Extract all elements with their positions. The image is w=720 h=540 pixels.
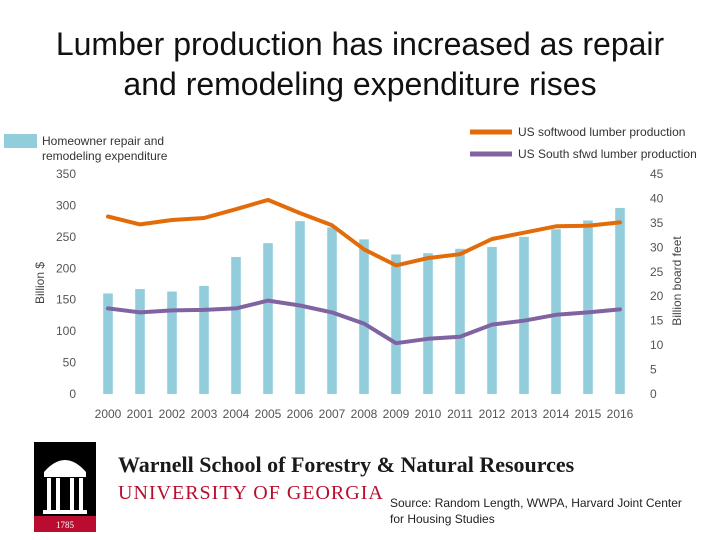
- left-tick-label: 250: [56, 230, 76, 244]
- bar-2003: [199, 285, 209, 394]
- legend-label-softwood: US softwood lumber production: [518, 125, 685, 139]
- bar-2000: [103, 293, 113, 394]
- bar-2005: [263, 243, 273, 394]
- bar-2001: [135, 289, 145, 394]
- left-tick-label: 0: [69, 387, 76, 401]
- x-tick-label: 2002: [159, 407, 186, 421]
- bar-2014: [551, 229, 561, 394]
- softwood-production-line: [106, 197, 622, 268]
- x-tick-label: 2016: [607, 407, 634, 421]
- right-tick-label: 40: [650, 191, 664, 205]
- school-wordmark: Warnell School of Forestry & Natural Res…: [118, 452, 575, 477]
- left-tick-label: 150: [56, 293, 76, 307]
- legend: Homeowner repair and remodeling expendit…: [4, 125, 697, 163]
- x-tick-label: 2014: [543, 407, 570, 421]
- x-tick-label: 2009: [383, 407, 410, 421]
- bar-2011: [455, 248, 465, 394]
- bar-2015: [583, 220, 593, 394]
- x-tick-label: 2011: [447, 407, 473, 421]
- x-tick-label: 2003: [191, 407, 218, 421]
- right-axis-title: Billion board feet: [670, 236, 684, 326]
- bar-2016: [615, 207, 625, 394]
- bar-2012: [487, 246, 497, 394]
- title-line-1: Lumber production has increased as repai…: [55, 26, 665, 62]
- bar-2013: [519, 236, 529, 394]
- bar-2004: [231, 256, 241, 394]
- left-tick-label: 300: [56, 198, 76, 212]
- x-tick-label: 2005: [255, 407, 282, 421]
- legend-label-repair-line1: Homeowner repair and: [42, 134, 164, 148]
- right-tick-label: 0: [650, 387, 657, 401]
- right-tick-label: 30: [650, 240, 664, 254]
- source-note: Source: Random Length, WWPA, Harvard Joi…: [390, 496, 682, 526]
- x-tick-label: 2012: [479, 407, 506, 421]
- right-tick-label: 20: [650, 289, 664, 303]
- right-axis-ticks: 0 5 10 15 20 25 30 35 40 45: [650, 167, 664, 401]
- x-tick-label: 2001: [127, 407, 154, 421]
- x-tick-label: 2015: [575, 407, 602, 421]
- right-tick-label: 5: [650, 363, 657, 377]
- x-axis-ticks: 2000 2001 2002 2003 2004 2005 2006 2007 2008 2009…: [95, 407, 634, 421]
- left-tick-label: 350: [56, 167, 76, 181]
- left-axis-title: Billion $: [33, 262, 47, 304]
- bar-series: [103, 207, 625, 394]
- legend-label-repair-line2: remodeling expenditure: [42, 149, 168, 163]
- bar-2006: [295, 221, 305, 394]
- right-tick-label: 15: [650, 314, 664, 328]
- uga-arch-logo: 1785: [34, 442, 96, 532]
- bar-2002: [167, 291, 177, 394]
- legend-swatch-repair: [4, 134, 37, 148]
- seal-year: 1785: [56, 520, 75, 530]
- university-wordmark: UNIVERSITY OF GEORGIA: [118, 482, 384, 504]
- page-title: Lumber production has increased as repai…: [0, 24, 720, 104]
- right-tick-label: 25: [650, 265, 664, 279]
- left-tick-label: 50: [63, 356, 77, 370]
- left-tick-label: 100: [56, 324, 76, 338]
- bar-2010: [423, 253, 433, 394]
- x-tick-label: 2013: [511, 407, 538, 421]
- x-tick-label: 2007: [319, 407, 346, 421]
- x-tick-label: 2000: [95, 407, 122, 421]
- south-softwood-line: [106, 298, 622, 346]
- x-tick-label: 2010: [415, 407, 442, 421]
- x-tick-label: 2004: [223, 407, 250, 421]
- combo-chart: Homeowner repair and remodeling expendit…: [4, 125, 697, 421]
- right-tick-label: 35: [650, 216, 664, 230]
- right-tick-label: 10: [650, 338, 664, 352]
- line-series: [106, 197, 622, 346]
- left-axis-ticks: 0 50 100 150 200 250 300 350: [56, 167, 76, 401]
- bar-2008: [359, 239, 369, 394]
- bar-2009: [391, 254, 401, 394]
- right-tick-label: 45: [650, 167, 664, 181]
- legend-label-south: US South sfwd lumber production: [518, 147, 697, 161]
- x-tick-label: 2006: [287, 407, 314, 421]
- title-line-2: and remodeling expenditure rises: [123, 66, 597, 102]
- x-tick-label: 2008: [351, 407, 378, 421]
- left-tick-label: 200: [56, 261, 76, 275]
